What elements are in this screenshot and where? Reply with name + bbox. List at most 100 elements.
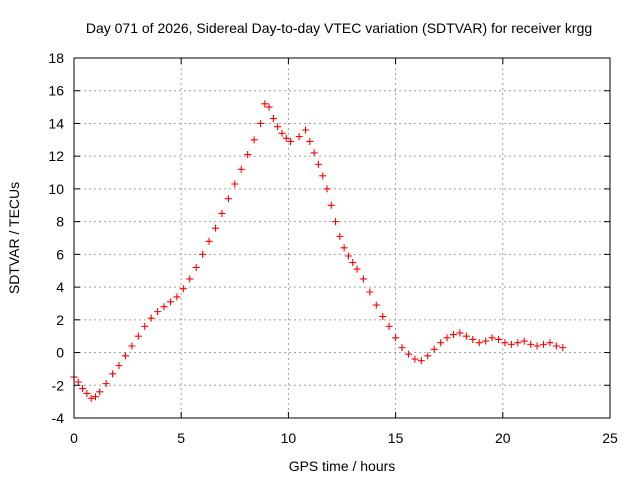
data-point: [533, 342, 541, 350]
data-point: [462, 332, 470, 340]
data-point: [237, 165, 245, 173]
data-point: [224, 195, 232, 203]
data-point: [109, 370, 117, 378]
data-point: [87, 394, 95, 402]
data-point: [323, 185, 331, 193]
data-point: [540, 340, 548, 348]
data-point: [392, 334, 400, 342]
data-point: [469, 335, 477, 343]
x-tick-label: 5: [177, 430, 185, 446]
y-tick-label: 10: [48, 181, 64, 197]
data-point: [265, 103, 273, 111]
data-point: [218, 209, 226, 217]
data-point: [154, 308, 162, 316]
data-point: [102, 380, 110, 388]
y-tick-label: 0: [56, 345, 64, 361]
data-point: [475, 339, 483, 347]
data-point: [404, 350, 412, 358]
data-point: [443, 334, 451, 342]
data-point: [79, 385, 87, 393]
data-point: [147, 314, 155, 322]
data-point: [250, 136, 258, 144]
data-point: [327, 201, 335, 209]
data-point: [482, 337, 490, 345]
data-point: [507, 340, 515, 348]
x-tick-label: 15: [388, 430, 404, 446]
data-point: [295, 133, 303, 141]
data-point: [366, 288, 374, 296]
data-point: [319, 172, 327, 180]
data-point: [424, 352, 432, 360]
data-point: [527, 340, 535, 348]
data-point: [134, 332, 142, 340]
data-point: [74, 378, 82, 386]
data-point: [559, 344, 567, 352]
data-point: [115, 362, 123, 370]
data-point: [141, 322, 149, 330]
data-point: [205, 237, 213, 245]
data-point: [274, 123, 282, 131]
data-point: [488, 334, 496, 342]
y-tick-label: 8: [56, 214, 64, 230]
data-point: [449, 331, 457, 339]
data-point: [336, 232, 344, 240]
data-point: [192, 263, 200, 271]
data-point: [359, 275, 367, 283]
data-point: [385, 322, 393, 330]
data-point: [349, 259, 357, 267]
data-point: [173, 293, 181, 301]
data-point: [282, 134, 290, 142]
chart-title: Day 071 of 2026, Sidereal Day-to-day VTE…: [86, 20, 592, 36]
data-point: [456, 329, 464, 337]
data-point: [340, 244, 348, 252]
data-point: [379, 313, 387, 321]
data-point: [306, 137, 314, 145]
data-point: [257, 119, 265, 127]
y-tick-label: 12: [48, 148, 64, 164]
data-point: [261, 100, 269, 108]
data-point: [278, 129, 286, 137]
data-point: [186, 275, 194, 283]
axis-ticks: -4 -2 0 2 4 6 8 10 12 14 16 18 0 5 10 15 20 25: [48, 50, 618, 446]
grid-lines: [74, 58, 610, 418]
data-point: [417, 357, 425, 365]
data-points: [70, 100, 567, 402]
data-point: [83, 389, 91, 397]
data-point: [287, 137, 295, 145]
x-tick-label: 0: [70, 430, 78, 446]
y-tick-label: 4: [56, 279, 64, 295]
data-point: [520, 337, 528, 345]
plot-frame: [73, 57, 611, 419]
data-point: [166, 298, 174, 306]
data-point: [212, 224, 220, 232]
y-tick-label: -4: [52, 410, 65, 426]
data-point: [179, 285, 187, 293]
data-point: [501, 339, 509, 347]
data-point: [128, 342, 136, 350]
data-point: [231, 180, 239, 188]
y-tick-label: 18: [48, 50, 64, 66]
data-point: [552, 342, 560, 350]
data-point: [398, 344, 406, 352]
data-point: [546, 339, 554, 347]
data-point: [160, 303, 168, 311]
data-point: [344, 252, 352, 260]
data-point: [121, 352, 129, 360]
data-point: [302, 126, 310, 134]
data-point: [495, 335, 503, 343]
y-tick-label: 16: [48, 83, 64, 99]
data-point: [411, 355, 419, 363]
data-point: [314, 160, 322, 168]
y-tick-label: 2: [56, 312, 64, 328]
data-point: [91, 393, 99, 401]
data-point: [244, 151, 252, 159]
data-point: [353, 265, 361, 273]
data-point: [199, 250, 207, 258]
y-tick-label: -2: [52, 377, 65, 393]
y-tick-label: 6: [56, 246, 64, 262]
data-point: [372, 301, 380, 309]
data-point: [269, 115, 277, 123]
data-point: [430, 345, 438, 353]
